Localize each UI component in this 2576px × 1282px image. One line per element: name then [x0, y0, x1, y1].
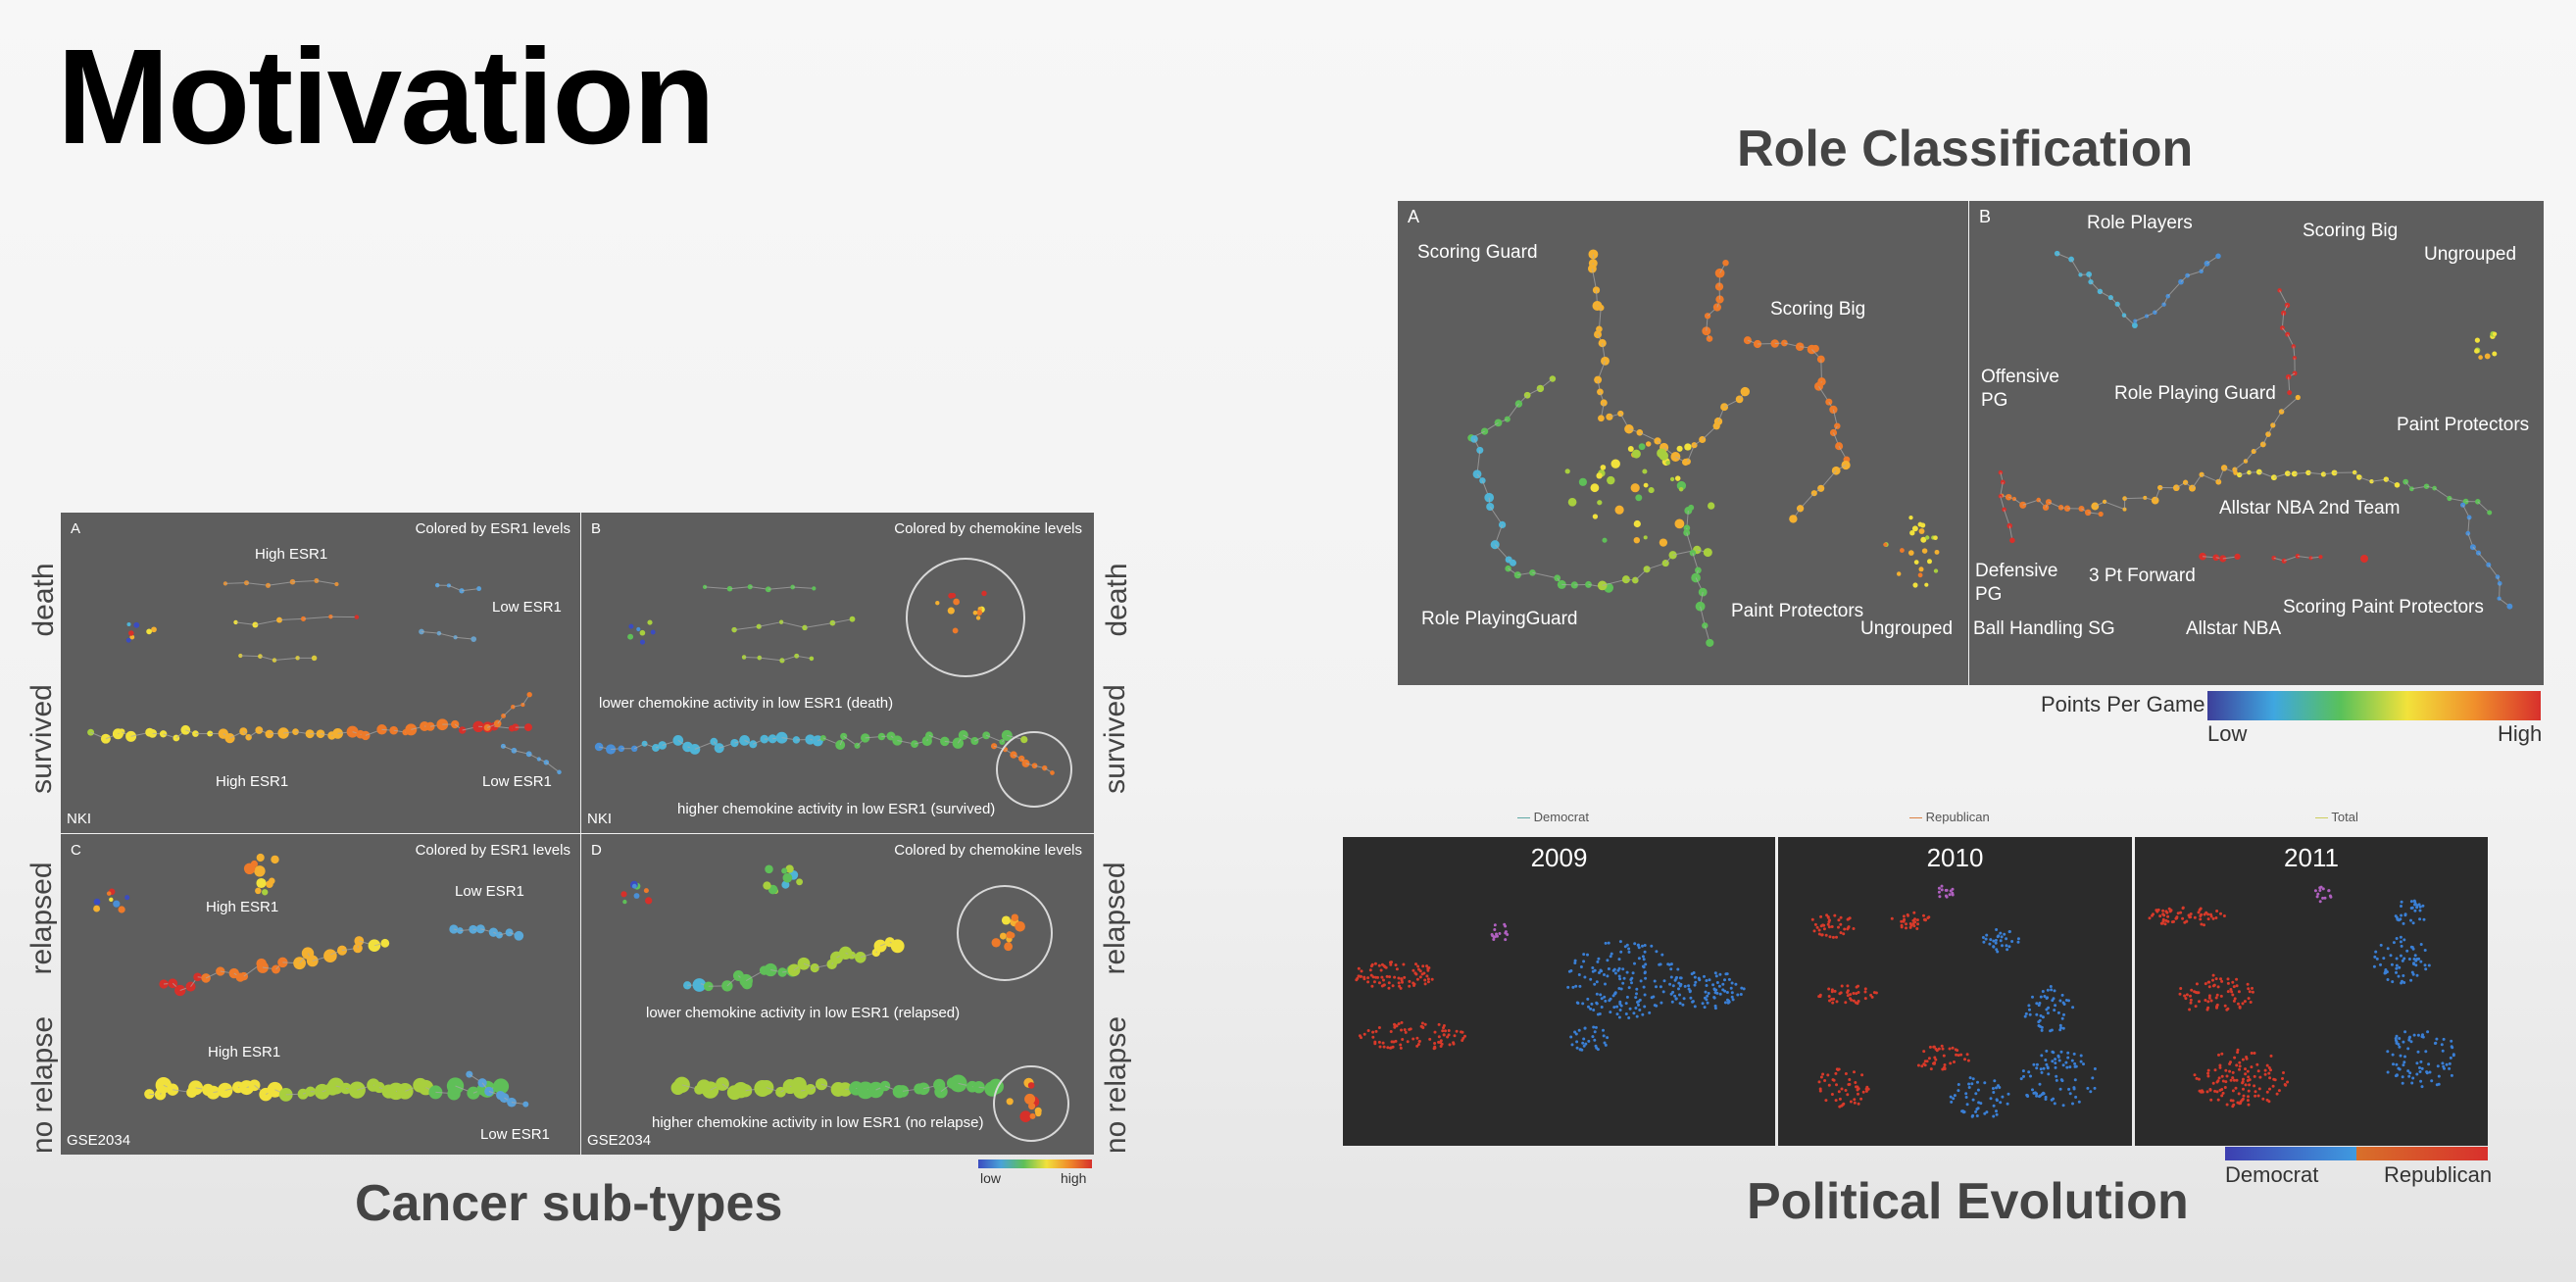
node-label: Allstar NBA 2nd Team — [2219, 498, 2401, 518]
ppg-legend-title: Points Per Game — [2041, 692, 2205, 716]
year-label: 2009 — [1530, 843, 1588, 872]
node-label: lower chemokine activity in low ESR1 (re… — [646, 1005, 961, 1021]
top-legend-item: — Republican — [1909, 810, 1990, 824]
panel-letter: C — [71, 842, 81, 859]
legend-high: high — [1061, 1170, 1087, 1186]
node-label: Scoring Big — [2303, 221, 2399, 241]
panel-letter: A — [1408, 207, 1420, 226]
legend-republican: Republican — [2384, 1162, 2493, 1187]
political-panel-2011: 2011 — [2135, 837, 2488, 1146]
node-label: Paint Protectors — [1731, 601, 1864, 621]
node-label: higher chemokine activity in low ESR1 (n… — [652, 1114, 984, 1131]
node-label: Scoring Guard — [1417, 242, 1538, 263]
node-label: High ESR1 — [255, 546, 328, 563]
cancer-panel-b: B Colored by chemokine levels lower chem… — [581, 513, 1094, 833]
dataset-label: GSE2034 — [67, 1132, 131, 1149]
legend-low: low — [980, 1170, 1002, 1186]
node-label: Defensive PG — [1975, 561, 2058, 605]
section-title-cancer: Cancer sub-types — [355, 1175, 783, 1232]
section-title-role: Role Classification — [1737, 121, 2194, 177]
node-label: Low ESR1 — [455, 883, 524, 900]
panel-letter: A — [71, 520, 81, 537]
node-label: Ungrouped — [2424, 244, 2517, 265]
cancer-panel-d: D Colored by chemokine levels lower chem… — [581, 834, 1094, 1155]
cancer-color-legend — [978, 1159, 1092, 1168]
row-label-left: no relapse — [26, 1015, 59, 1155]
node-label: Role Players — [2087, 213, 2193, 233]
node-label: 3 Pt Forward — [2089, 566, 2196, 586]
row-label-left: survived — [25, 684, 58, 794]
node-label: Low ESR1 — [482, 773, 552, 790]
node-label: Role Playing Guard — [2114, 383, 2276, 404]
slide-title: Motivation — [57, 22, 716, 173]
row-label-right: no relapse — [1100, 1015, 1132, 1155]
role-panel-b: B Role Players Scoring Big Ungrouped Off… — [1969, 201, 2544, 685]
panel-letter: D — [591, 842, 602, 859]
node-label: High ESR1 — [208, 1044, 281, 1060]
dataset-label: GSE2034 — [587, 1132, 652, 1149]
row-label-right: death — [1101, 563, 1133, 637]
cancer-panel-a: A Colored by ESR1 levels High ESR1 Low E… — [61, 513, 580, 833]
panel-letter: B — [591, 520, 602, 537]
node-label: Low ESR1 — [480, 1126, 550, 1143]
political-panel-2010: 2010 — [1778, 837, 2132, 1146]
node-label: lower chemokine activity in low ESR1 (de… — [599, 695, 894, 712]
node-label: Scoring Paint Protectors — [2283, 597, 2484, 617]
section-title-political: Political Evolution — [1747, 1173, 2189, 1230]
panel-colored-by: Colored by chemokine levels — [894, 842, 1082, 859]
democrat-legend-bar — [2225, 1147, 2356, 1160]
year-label: 2011 — [2284, 843, 2339, 872]
year-label: 2010 — [1926, 843, 1984, 872]
political-panel-2009: 2009 — [1343, 837, 1775, 1146]
node-label: Ungrouped — [1860, 618, 1954, 639]
ppg-legend-high: High — [2498, 721, 2543, 746]
republican-legend-bar — [2356, 1147, 2488, 1160]
node-label: higher chemokine activity in low ESR1 (s… — [677, 801, 996, 817]
node-label: Paint Protectors — [2397, 415, 2530, 435]
node-label: Allstar NBA — [2186, 618, 2282, 639]
row-label-right: survived — [1099, 684, 1131, 794]
row-label-right: relapsed — [1099, 862, 1131, 975]
node-label: Low ESR1 — [492, 599, 562, 616]
row-label-left: death — [27, 563, 60, 637]
cancer-panel-c: C Colored by ESR1 levels High ESR1 Low E… — [61, 834, 580, 1155]
node-label: Scoring Big — [1770, 299, 1866, 320]
panel-colored-by: Colored by chemokine levels — [894, 520, 1082, 537]
role-panel-a: A Scoring Guard Scoring Big Role Playing… — [1398, 201, 1968, 685]
panel-colored-by: Colored by ESR1 levels — [415, 842, 570, 859]
top-legend-item: — Democrat — [1517, 810, 1589, 824]
legend-democrat: Democrat — [2225, 1162, 2319, 1187]
node-label: Ball Handling SG — [1973, 618, 2115, 639]
node-label: High ESR1 — [206, 899, 279, 915]
top-legend-item: — Total — [2315, 810, 2358, 824]
row-label-left: relapsed — [25, 862, 58, 975]
panel-colored-by: Colored by ESR1 levels — [415, 520, 570, 537]
node-label: High ESR1 — [216, 773, 289, 790]
ppg-color-legend — [2207, 691, 2541, 720]
node-label: Role PlayingGuard — [1421, 609, 1578, 629]
node-label: Offensive PG — [1981, 367, 2059, 411]
ppg-legend-low: Low — [2207, 721, 2248, 746]
dataset-label: NKI — [67, 811, 92, 827]
dataset-label: NKI — [587, 811, 613, 827]
panel-letter: B — [1979, 207, 1992, 226]
